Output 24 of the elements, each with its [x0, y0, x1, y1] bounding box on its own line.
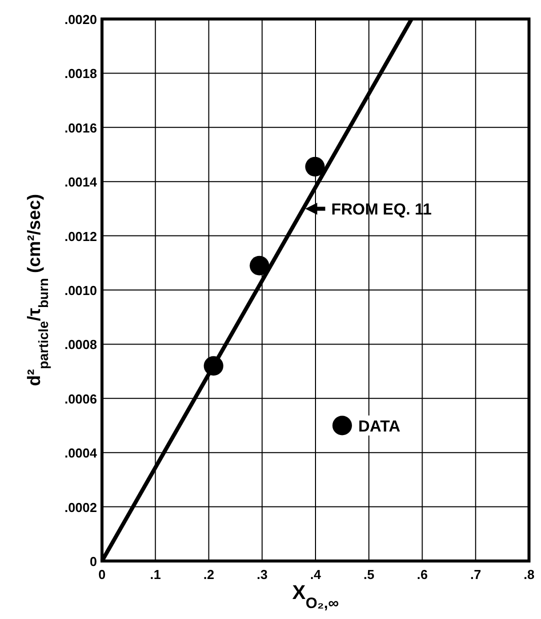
point [305, 156, 325, 176]
y-tick-label: .0012 [64, 228, 97, 244]
x-tick-label: .4 [310, 567, 322, 582]
x-axis-title: X$_{O₂,∞}$ [292, 582, 340, 612]
x-tick-label: .1 [150, 567, 161, 582]
y-tick-label: 0 [90, 554, 97, 569]
y-tick-label: .0008 [64, 337, 97, 352]
point [250, 256, 270, 276]
y-tick-label: .0020 [64, 12, 97, 27]
x-tick-label: .5 [363, 567, 374, 582]
y-tick-label: .0010 [64, 283, 97, 298]
y-tick-label: .0002 [64, 500, 97, 515]
y-tick-label: .0016 [64, 120, 97, 136]
y-tick-label: .0018 [64, 66, 97, 82]
x-tick-label: .3 [256, 567, 268, 582]
x-tick-label: .7 [470, 567, 482, 582]
x-tick-label: .2 [203, 567, 214, 582]
y-tick-label: .0014 [64, 174, 98, 190]
x-tick-label: .8 [524, 567, 534, 582]
y-tick-label: .0006 [64, 391, 97, 406]
x-tick-label: .6 [416, 567, 428, 582]
y-tick-label: .0004 [64, 446, 98, 461]
legend-label: DATA [358, 418, 401, 436]
point [204, 356, 224, 376]
